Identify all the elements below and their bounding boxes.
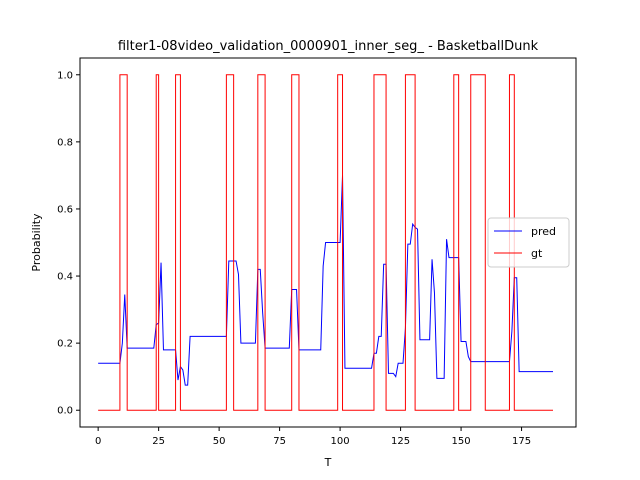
x-tick-label: 50 [213,436,226,447]
y-tick-label: 0.4 [57,272,73,283]
x-tick-label: 0 [95,436,101,447]
series-line-gt [98,74,554,411]
legend: pred gt [487,217,570,268]
x-tick-label: 100 [331,436,350,447]
y-axis-ticks: 0.0 0.2 0.4 0.6 0.8 1.0 [57,70,80,417]
x-tick-label: 125 [391,436,410,447]
legend-label-gt: gt [531,247,543,260]
legend-label-pred: pred [531,225,556,238]
y-tick-label: 0.0 [57,406,73,417]
y-tick-label: 0.2 [57,339,73,350]
plot-frame [79,57,577,428]
x-axis-label: T [324,456,332,469]
plot-series [98,74,554,411]
chart-title: filter1-08video_validation_0000901_inner… [118,39,539,54]
x-tick-label: 150 [452,436,471,447]
y-tick-label: 0.8 [57,137,73,148]
x-tick-label: 175 [512,436,531,447]
y-tick-label: 0.6 [57,204,73,215]
legend-box [487,217,570,268]
x-tick-label: 25 [152,436,165,447]
x-axis-ticks: 0 25 50 75 100 125 150 175 [95,427,531,447]
y-axis-label: Probability [30,213,43,272]
y-tick-label: 1.0 [57,70,73,81]
x-tick-label: 75 [273,436,286,447]
